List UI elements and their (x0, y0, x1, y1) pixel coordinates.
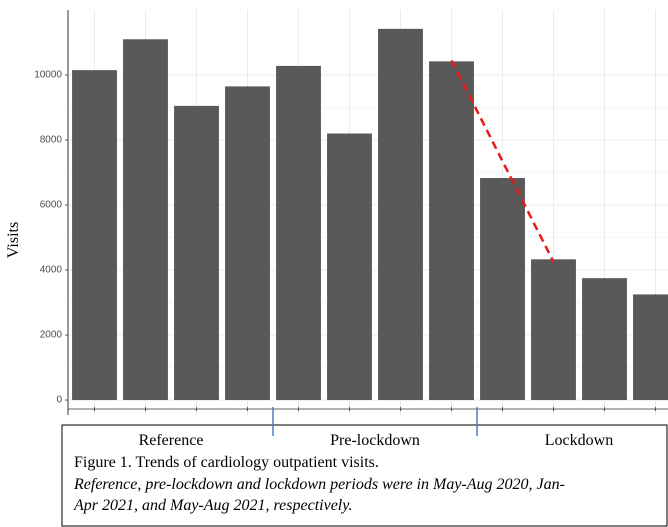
bar (276, 65, 321, 401)
y-tick-label: 2000 (40, 330, 63, 341)
bar (633, 294, 668, 401)
bar (174, 105, 219, 401)
y-tick-label: 10000 (34, 70, 62, 81)
group-label: Lockdown (545, 432, 613, 449)
bar (582, 278, 627, 401)
y-tick-label: 4000 (40, 265, 63, 276)
group-label: Reference (139, 432, 204, 449)
caption-note: Apr 2021, and May-Aug 2021, respectively… (73, 497, 352, 514)
bar (429, 61, 474, 401)
axes: 0 2000 4000 6000 8000 10000 (34, 10, 668, 415)
caption-title: Figure 1. Trends of cardiology outpatien… (74, 454, 379, 471)
bar (123, 39, 168, 401)
y-tick-label: 0 (56, 395, 62, 406)
caption-box (61, 424, 668, 527)
bar (327, 133, 372, 401)
group-label: Pre-lockdown (330, 432, 420, 449)
bar (480, 178, 525, 401)
bar (378, 28, 423, 401)
y-axis-label: Visits (5, 222, 22, 258)
bar (72, 70, 117, 401)
bar (531, 259, 576, 401)
plot-area (68, 10, 668, 415)
bar (225, 86, 270, 401)
y-tick-label: 8000 (40, 135, 63, 146)
trend-line (450, 59, 555, 263)
y-tick-label: 6000 (40, 200, 63, 211)
caption-note: Reference, pre-lockdown and lockdown per… (73, 476, 565, 493)
